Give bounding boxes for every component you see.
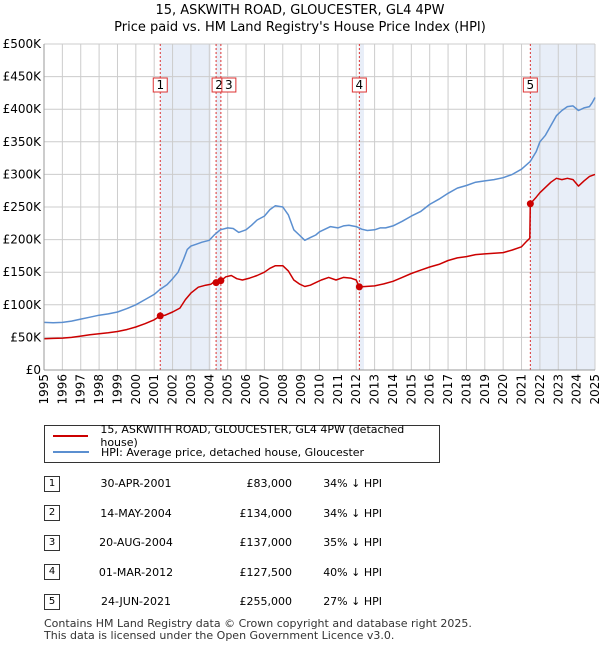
x-tick-label: 2006 (239, 374, 253, 405)
x-tick-label: 1999 (110, 374, 124, 405)
x-tick-label: 2014 (386, 374, 400, 405)
x-tick-label: 2025 (588, 374, 600, 405)
x-tick-label: 2007 (257, 374, 271, 405)
y-tick-label: £250K (3, 200, 43, 214)
table-row: 4 01-MAR-2012 £127,500 40% ↓ HPI (44, 558, 382, 588)
sale-hpi-diff: 27% ↓ HPI (323, 595, 382, 609)
sale-number-badge: 3 (44, 534, 60, 551)
x-tick-label: 2021 (515, 374, 529, 405)
footer-attribution: Contains HM Land Registry data © Crown c… (44, 618, 472, 642)
sale-price: £134,000 (239, 506, 293, 520)
legend-item-property: 15, ASKWITH ROAD, GLOUCESTER, GL4 4PW (d… (53, 423, 439, 449)
sale-dot (355, 283, 363, 291)
sale-price: £83,000 (246, 477, 293, 491)
sale-hpi-diff: 40% ↓ HPI (323, 565, 382, 579)
sale-hpi-diff: 35% ↓ HPI (323, 536, 382, 550)
x-tick-label: 2005 (221, 374, 235, 405)
table-row: 5 24-JUN-2021 £255,000 27% ↓ HPI (44, 587, 382, 617)
x-tick-label: 2020 (496, 374, 510, 405)
sale-dot (217, 277, 225, 285)
sale-number-badge: 1 (44, 475, 60, 492)
chart-subtitle: Price paid vs. HM Land Registry's House … (114, 20, 486, 35)
x-tick-label: 2000 (129, 374, 143, 405)
legend-hpi-swatch (53, 451, 89, 453)
x-tick-label: 1995 (37, 374, 51, 405)
y-tick-label: £400K (3, 102, 43, 116)
table-row: 1 30-APR-2001 £83,000 34% ↓ HPI (44, 469, 382, 499)
x-tick-label: 2023 (551, 374, 565, 405)
footer-line-2: This data is licensed under the Open Gov… (44, 629, 395, 642)
y-tick-label: £450K (3, 70, 43, 84)
x-tick-label: 2009 (294, 374, 308, 405)
x-tick-label: 2018 (459, 374, 473, 405)
x-tick-label: 2002 (166, 374, 180, 405)
sale-dot (156, 312, 164, 320)
sale-hpi-diff: 34% ↓ HPI (323, 477, 382, 491)
x-tick-label: 2012 (349, 374, 363, 405)
footer-line-1: Contains HM Land Registry data © Crown c… (44, 617, 472, 630)
x-tick-label: 2017 (441, 374, 455, 405)
sale-number-box (152, 77, 168, 93)
sale-number-label: 2 (215, 78, 223, 92)
x-tick-label: 1998 (92, 374, 106, 405)
x-tick-label: 2011 (331, 374, 345, 405)
x-tick-label: 2004 (202, 374, 216, 405)
y-tick-label: £100K (3, 298, 43, 312)
sale-number-box (221, 77, 237, 93)
y-tick-label: £0 (26, 363, 41, 377)
transactions-table: 1 30-APR-2001 £83,000 34% ↓ HPI 2 14-MAY… (44, 469, 382, 617)
x-tick-label: 2008 (276, 374, 290, 405)
legend: 15, ASKWITH ROAD, GLOUCESTER, GL4 4PW (d… (44, 423, 440, 463)
y-tick-label: £350K (3, 135, 43, 149)
sale-number-label: 3 (225, 78, 233, 92)
legend-item-hpi: HPI: Average price, detached house, Glou… (53, 444, 364, 460)
y-tick-label: £500K (3, 37, 43, 51)
x-tick-label: 2003 (184, 374, 198, 405)
y-tick-label: £200K (3, 233, 43, 247)
sale-date: 14-MAY-2004 (100, 506, 172, 520)
x-tick-label: 1996 (55, 374, 69, 405)
x-tick-label: 2024 (570, 374, 584, 405)
x-tick-label: 2019 (478, 374, 492, 405)
x-tick-label: 2001 (147, 374, 161, 405)
hpi-line (43, 97, 596, 324)
sale-dot (526, 200, 534, 208)
table-row: 3 20-AUG-2004 £137,000 35% ↓ HPI (44, 528, 382, 558)
x-tick-label: 1997 (74, 374, 88, 405)
sale-date: 01-MAR-2012 (98, 565, 174, 579)
sale-number-label: 5 (527, 78, 535, 92)
sale-date: 24-JUN-2021 (100, 595, 172, 609)
legend-hpi-label: HPI: Average price, detached house, Glou… (101, 445, 365, 459)
sale-date: 30-APR-2001 (100, 477, 172, 491)
sale-number-badge: 4 (44, 564, 60, 581)
x-tick-label: 2015 (404, 374, 418, 405)
y-tick-label: £150K (3, 265, 43, 279)
sale-hpi-diff: 34% ↓ HPI (323, 506, 382, 520)
sale-date: 20-AUG-2004 (99, 536, 173, 550)
legend-property-label: 15, ASKWITH ROAD, GLOUCESTER, GL4 4PW (d… (100, 423, 405, 449)
x-tick-label: 2016 (423, 374, 437, 405)
sale-number-label: 4 (356, 78, 364, 92)
y-tick-label: £50K (10, 330, 42, 344)
sale-number-badge: 5 (44, 593, 60, 610)
table-row: 2 14-MAY-2004 £134,000 34% ↓ HPI (44, 499, 382, 529)
sale-number-box (522, 77, 538, 93)
sale-number-badge: 2 (44, 505, 60, 522)
x-tick-label: 2010 (313, 374, 327, 405)
y-tick-label: £300K (3, 167, 43, 181)
x-tick-label: 2013 (368, 374, 382, 405)
sale-price: £255,000 (239, 595, 293, 609)
x-tick-label: 2022 (533, 374, 547, 405)
sale-number-box (351, 77, 367, 93)
chart-title: 15, ASKWITH ROAD, GLOUCESTER, GL4 4PW (155, 3, 445, 18)
sale-price: £137,000 (239, 536, 293, 550)
sale-number-label: 1 (156, 78, 164, 92)
sale-price: £127,500 (239, 565, 293, 579)
legend-property-swatch (53, 435, 89, 437)
